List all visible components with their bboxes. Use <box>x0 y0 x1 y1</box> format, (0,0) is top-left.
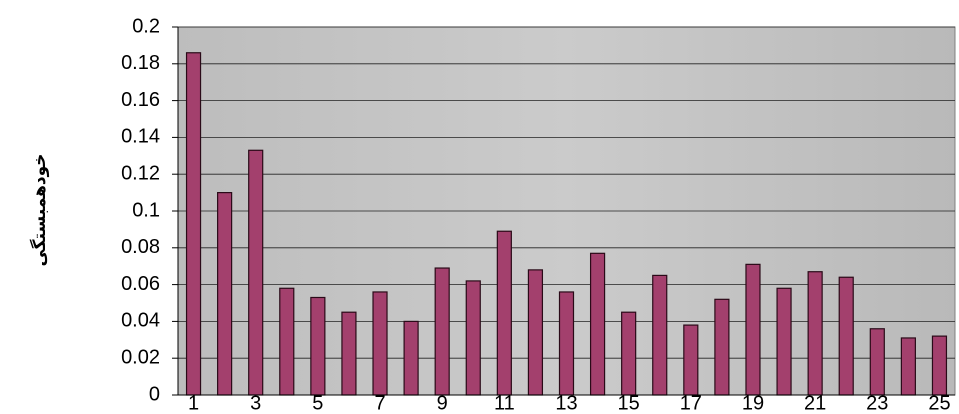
bar <box>248 149 264 396</box>
x-tick-label: 23 <box>866 392 888 414</box>
x-tick-label: 5 <box>312 392 323 414</box>
x-tick-label: 19 <box>742 392 764 414</box>
bar <box>465 280 481 396</box>
y-axis-label: خودهمبستگی <box>29 153 50 266</box>
bar <box>279 287 295 396</box>
bar <box>807 271 823 396</box>
y-tick-label: 0.18 <box>121 52 160 74</box>
y-tick-label: 0.16 <box>121 89 160 111</box>
bar <box>776 287 792 396</box>
bar <box>900 337 916 396</box>
bar <box>838 276 854 396</box>
x-tick-label: 9 <box>437 392 448 414</box>
bar <box>558 291 575 396</box>
x-tick-label: 15 <box>618 392 640 414</box>
bar <box>745 263 761 396</box>
x-tick-label: 1 <box>188 392 199 414</box>
x-tick-label: 21 <box>804 392 826 414</box>
y-tick-label: 0.2 <box>132 15 160 37</box>
bar <box>931 335 948 396</box>
bar <box>403 320 419 396</box>
bar <box>217 192 233 396</box>
bar <box>869 328 885 396</box>
bar <box>589 252 606 396</box>
y-tick-label: 0.14 <box>121 126 160 148</box>
bar <box>683 324 699 396</box>
bar <box>310 296 326 396</box>
bar <box>341 311 357 396</box>
x-tick-label: 11 <box>494 392 515 414</box>
x-tick-label: 25 <box>928 392 950 414</box>
bar <box>372 291 388 396</box>
bar <box>527 269 544 396</box>
y-tick-label: 0.12 <box>121 162 160 184</box>
y-tick-label: 0.04 <box>121 310 160 332</box>
y-tick-label: 0.06 <box>121 273 160 295</box>
y-tick-label: 0.1 <box>132 199 160 221</box>
bar <box>185 52 202 396</box>
bar <box>714 298 730 396</box>
bar <box>434 267 450 396</box>
bar <box>652 274 668 396</box>
y-tick-label: 0.08 <box>121 236 160 258</box>
x-tick-label: 17 <box>680 392 702 414</box>
x-tick-label: 13 <box>555 392 577 414</box>
bar <box>496 230 512 396</box>
x-tick-label: 3 <box>250 392 261 414</box>
x-tick-label: 7 <box>374 392 385 414</box>
y-tick-label: 0 <box>149 383 160 405</box>
bar <box>621 311 637 396</box>
y-tick-label: 0.02 <box>121 346 160 368</box>
